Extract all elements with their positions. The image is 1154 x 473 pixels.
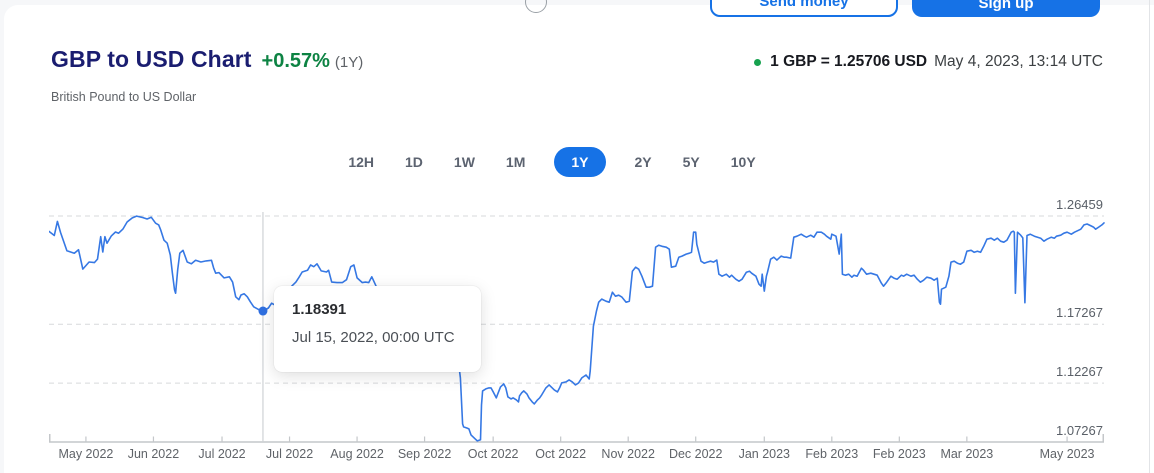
- x-axis-label: Mar 2023: [940, 447, 994, 461]
- page-subtitle: British Pound to US Dollar: [51, 90, 197, 104]
- live-rate-value: 1 GBP = 1.25706 USD: [770, 53, 928, 70]
- x-axis-label: Jul 2022: [198, 447, 246, 461]
- price-line-chart[interactable]: [49, 200, 1109, 450]
- live-dot-icon: [754, 58, 762, 66]
- tab-2y[interactable]: 2Y: [634, 154, 652, 170]
- x-axis-label: Jun 2022: [127, 447, 180, 461]
- live-rate-timestamp: May 4, 2023, 13:14 UTC: [934, 53, 1103, 70]
- tab-1w[interactable]: 1W: [453, 154, 475, 170]
- sign-up-button[interactable]: Sign up: [912, 0, 1100, 17]
- y-axis-label: 1.12267: [1056, 364, 1103, 380]
- page-title-row: GBP to USD Chart +0.57% (1Y): [51, 46, 363, 73]
- tab-1m[interactable]: 1M: [505, 154, 526, 170]
- hover-point-dot: [258, 306, 268, 316]
- clock-icon: [525, 0, 547, 13]
- x-axis-label: Jul 2022: [265, 447, 314, 461]
- send-money-button[interactable]: Send money: [710, 0, 898, 17]
- tab-10y[interactable]: 10Y: [730, 154, 756, 170]
- x-axis-label: Dec 2022: [668, 447, 723, 461]
- page-title: GBP to USD Chart: [51, 46, 252, 72]
- x-axis-label: Oct 2022: [467, 447, 519, 461]
- x-axis-label: Nov 2022: [601, 447, 655, 461]
- sign-up-label: Sign up: [978, 0, 1034, 12]
- x-axis-label: Oct 2022: [535, 447, 587, 461]
- tab-5y[interactable]: 5Y: [682, 154, 700, 170]
- tab-12h[interactable]: 12H: [348, 154, 375, 170]
- range-tabs: 12H 1D 1W 1M 1Y 2Y 5Y 10Y: [4, 147, 1100, 177]
- send-money-label: Send money: [759, 0, 849, 10]
- y-axis-label: 1.07267: [1056, 423, 1103, 438]
- x-axis-label: May 2022: [58, 447, 114, 461]
- right-edge-divider: [1149, 0, 1150, 473]
- tab-1y[interactable]: 1Y: [554, 147, 606, 177]
- change-percent: +0.57%: [261, 50, 330, 72]
- y-axis-label: 1.26459: [1056, 197, 1103, 212]
- content-card: Send money Sign up GBP to USD Chart +0.57…: [4, 0, 1154, 473]
- y-axis-label: 1.17267: [1056, 305, 1103, 321]
- x-axis-label: Aug 2022: [330, 447, 384, 461]
- x-axis-line: [49, 434, 1104, 443]
- x-axis-label: May 2023: [1039, 447, 1095, 461]
- x-axis-label: Sep 2022: [397, 447, 452, 461]
- x-axis-label: Feb 2023: [805, 447, 859, 461]
- chart-tooltip: 1.18391 Jul 15, 2022, 00:00 UTC: [274, 286, 481, 372]
- x-axis-label: Jan 2023: [738, 447, 790, 461]
- live-rate-row: 1 GBP = 1.25706 USD May 4, 2023, 13:14 U…: [754, 53, 1103, 71]
- change-period: (1Y): [334, 54, 364, 71]
- price-line: [49, 215, 1105, 442]
- x-axis-label: Feb 2023: [872, 447, 926, 461]
- tooltip-date: Jul 15, 2022, 00:00 UTC: [292, 329, 455, 346]
- tooltip-value: 1.18391: [292, 301, 347, 318]
- tab-1d[interactable]: 1D: [405, 154, 423, 170]
